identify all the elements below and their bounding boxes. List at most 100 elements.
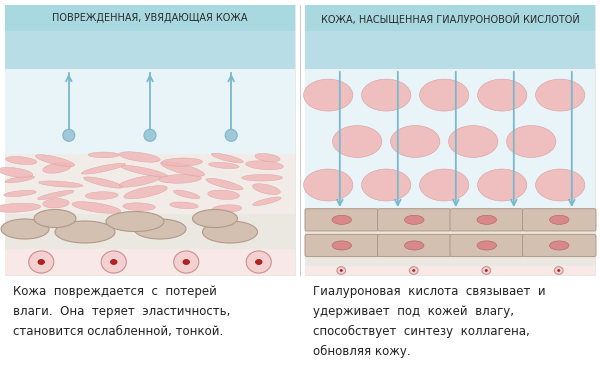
FancyBboxPatch shape: [305, 234, 379, 257]
Bar: [5, 249, 295, 275]
Ellipse shape: [246, 251, 271, 273]
Ellipse shape: [119, 175, 161, 187]
Ellipse shape: [253, 197, 281, 206]
Text: Кожа  повреждается  с  потерей
влаги.  Она  теряет  эластичность,
становится осл: Кожа повреждается с потерей влаги. Она т…: [13, 285, 230, 338]
Ellipse shape: [4, 190, 36, 197]
Ellipse shape: [404, 215, 424, 224]
Ellipse shape: [134, 219, 186, 239]
Ellipse shape: [161, 161, 205, 176]
Ellipse shape: [485, 269, 487, 271]
Ellipse shape: [419, 79, 469, 111]
Ellipse shape: [123, 203, 155, 211]
Ellipse shape: [119, 152, 160, 162]
Ellipse shape: [81, 163, 125, 174]
Ellipse shape: [43, 199, 69, 208]
Bar: [305, 5, 595, 275]
Ellipse shape: [550, 215, 569, 224]
Ellipse shape: [5, 156, 37, 165]
Ellipse shape: [211, 153, 244, 163]
Ellipse shape: [88, 152, 119, 158]
Ellipse shape: [203, 221, 257, 243]
Bar: [305, 209, 595, 266]
Ellipse shape: [242, 174, 283, 181]
Ellipse shape: [1, 219, 49, 239]
Ellipse shape: [449, 126, 498, 158]
Ellipse shape: [38, 181, 83, 187]
Ellipse shape: [101, 251, 127, 273]
Ellipse shape: [170, 202, 198, 209]
Ellipse shape: [536, 169, 585, 201]
Ellipse shape: [0, 203, 41, 212]
Ellipse shape: [209, 162, 239, 168]
Ellipse shape: [0, 167, 33, 177]
Ellipse shape: [34, 209, 76, 227]
Ellipse shape: [183, 259, 190, 264]
FancyBboxPatch shape: [450, 234, 523, 257]
Bar: [5, 5, 295, 31]
Ellipse shape: [158, 174, 202, 183]
Ellipse shape: [554, 267, 563, 274]
Text: ПОВРЕЖДЕННАЯ, УВЯДАЮЩАЯ КОЖА: ПОВРЕЖДЕННАЯ, УВЯДАЮЩАЯ КОЖА: [52, 13, 248, 23]
Ellipse shape: [332, 215, 352, 224]
Bar: [305, 69, 595, 214]
Circle shape: [225, 129, 237, 141]
Ellipse shape: [38, 259, 44, 264]
FancyBboxPatch shape: [377, 234, 451, 257]
Ellipse shape: [212, 205, 242, 213]
Ellipse shape: [173, 251, 199, 273]
Ellipse shape: [477, 241, 496, 250]
Ellipse shape: [413, 269, 415, 271]
Ellipse shape: [29, 251, 54, 273]
Ellipse shape: [255, 154, 280, 162]
Ellipse shape: [161, 158, 202, 166]
Ellipse shape: [206, 178, 243, 190]
Ellipse shape: [121, 165, 167, 177]
Ellipse shape: [85, 192, 118, 199]
FancyBboxPatch shape: [305, 209, 379, 231]
Ellipse shape: [124, 186, 167, 199]
Text: КОЖА, НАСЫЩЕННАЯ ГИАЛУРОНОВОЙ КИСЛОТОЙ: КОЖА, НАСЫЩЕННАЯ ГИАЛУРОНОВОЙ КИСЛОТОЙ: [320, 12, 580, 24]
Ellipse shape: [477, 215, 496, 224]
Ellipse shape: [193, 209, 238, 227]
Ellipse shape: [332, 126, 382, 158]
Ellipse shape: [362, 79, 411, 111]
Bar: [5, 214, 295, 249]
Ellipse shape: [35, 154, 74, 167]
Bar: [305, 5, 595, 31]
Ellipse shape: [173, 190, 200, 199]
Ellipse shape: [482, 267, 491, 274]
Ellipse shape: [43, 163, 71, 173]
Ellipse shape: [478, 169, 527, 201]
Ellipse shape: [208, 190, 239, 199]
Ellipse shape: [391, 126, 440, 158]
Circle shape: [144, 129, 156, 141]
Ellipse shape: [340, 269, 343, 271]
Ellipse shape: [536, 79, 585, 111]
Ellipse shape: [478, 79, 527, 111]
Ellipse shape: [337, 267, 346, 274]
Bar: [5, 5, 295, 275]
Ellipse shape: [83, 177, 123, 188]
Ellipse shape: [304, 169, 353, 201]
FancyBboxPatch shape: [523, 234, 596, 257]
Ellipse shape: [5, 176, 34, 183]
Ellipse shape: [55, 221, 115, 243]
Ellipse shape: [304, 79, 353, 111]
Bar: [5, 69, 295, 154]
FancyBboxPatch shape: [377, 209, 451, 231]
Ellipse shape: [557, 269, 560, 271]
Bar: [305, 31, 595, 69]
Bar: [305, 266, 595, 275]
Ellipse shape: [419, 169, 469, 201]
Ellipse shape: [404, 241, 424, 250]
Ellipse shape: [72, 202, 121, 213]
Text: Гиалуроновая  кислота  связывает  и
удерживает  под  кожей  влагу,
способствует : Гиалуроновая кислота связывает и удержив…: [313, 285, 545, 358]
FancyBboxPatch shape: [450, 209, 523, 231]
Ellipse shape: [362, 169, 411, 201]
Ellipse shape: [106, 211, 164, 232]
Ellipse shape: [409, 267, 418, 274]
Circle shape: [63, 129, 75, 141]
Ellipse shape: [37, 190, 74, 200]
Ellipse shape: [245, 161, 283, 170]
Bar: [5, 31, 295, 69]
